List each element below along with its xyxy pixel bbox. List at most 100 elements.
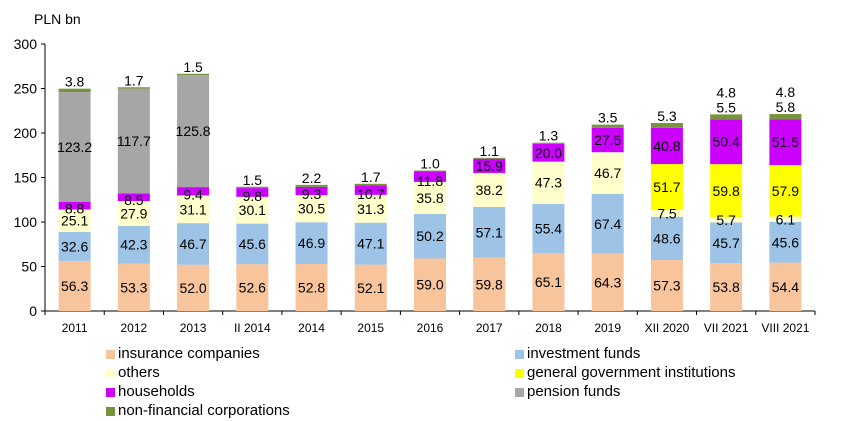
x-tick-label: VII 2021: [704, 321, 749, 335]
data-label: 7.5: [657, 205, 677, 221]
x-tick-label: 2018: [535, 321, 562, 335]
bar-segment: [58, 231, 91, 261]
bar-segment: [295, 264, 328, 311]
bar-segment: [769, 262, 802, 311]
bar-segment: [58, 92, 91, 202]
data-label: 46.7: [594, 165, 621, 181]
bar-segment: [710, 222, 743, 264]
bar-segment: [295, 184, 328, 187]
y-tick-label: 150: [14, 170, 38, 186]
data-label: 1.7: [361, 169, 381, 185]
bar-segment: [473, 172, 506, 207]
bar-segment: [117, 88, 150, 194]
data-label: 52.1: [357, 280, 384, 296]
bar-segment: [177, 187, 210, 196]
bar-segment: [591, 152, 624, 194]
data-label: 53.3: [120, 279, 147, 295]
data-label: 1.3: [539, 128, 559, 144]
y-tick-label: 0: [29, 303, 37, 319]
bar-segment: [177, 73, 210, 76]
bar-segment: [58, 88, 91, 93]
bars: [58, 73, 802, 311]
bar-segment: [354, 194, 387, 223]
data-label: 5.3: [657, 108, 677, 124]
data-label: 52.8: [298, 280, 325, 296]
data-label: 31.3: [357, 201, 384, 217]
bar-segment: [354, 183, 387, 186]
bar-segment: [650, 123, 683, 128]
data-label: 51.7: [653, 179, 680, 195]
x-tick-label: 2011: [62, 321, 88, 335]
data-label: 35.8: [416, 190, 443, 206]
data-label: 9.4: [183, 186, 203, 202]
data-label: 40.8: [653, 138, 680, 154]
x-tick-label: 2017: [476, 321, 503, 335]
bar-segment: [177, 223, 210, 265]
data-label: 47.1: [357, 236, 384, 252]
x-tick-label: 2014: [298, 321, 325, 335]
bar-segment: [354, 264, 387, 311]
data-label: 48.6: [653, 230, 680, 246]
data-labels: 56.3 53.3 52.0 52.6 52.8 52.1 59.0 59.8 65.1 64.3…: [57, 59, 799, 296]
data-label: 32.6: [61, 238, 88, 254]
data-label: 25.1: [61, 213, 88, 229]
data-label: 1.1: [479, 143, 499, 159]
data-label: 59.0: [416, 277, 443, 293]
x-tick-label: 2019: [594, 321, 621, 335]
bar-segment: [769, 114, 802, 120]
bar-segment: [532, 142, 565, 144]
y-tick-label: 300: [14, 36, 38, 52]
bar-segment: [295, 222, 328, 265]
data-label: 5.8: [776, 99, 796, 115]
bar-segment: [650, 260, 683, 311]
bar-segment: [591, 253, 624, 311]
unit-label: PLN bn: [34, 11, 81, 27]
bar-segment: [414, 258, 446, 311]
bar-segment: [769, 222, 802, 263]
bar-segment: [295, 186, 328, 196]
data-label-total: 4.8: [716, 84, 736, 100]
bar-segment: [532, 253, 565, 311]
bar-segment: [710, 263, 743, 311]
bar-segment: [650, 216, 683, 261]
bar-segment: [591, 124, 624, 128]
data-label: 30.5: [298, 201, 325, 217]
data-label: 57.1: [476, 224, 503, 240]
bar-segment: [117, 263, 150, 311]
data-label: 15.9: [476, 158, 503, 174]
data-label: 47.3: [535, 175, 562, 191]
bar-segment: [354, 222, 387, 265]
x-tick-label: 2016: [417, 321, 444, 335]
bar-segment: [710, 217, 743, 223]
data-label: 55.4: [535, 220, 562, 236]
data-label: 53.8: [713, 279, 740, 295]
bar-segment: [769, 119, 802, 166]
data-label: 45.6: [772, 234, 799, 250]
data-label: 64.3: [594, 274, 621, 290]
bar-segment: [591, 127, 624, 153]
bar-segment: [414, 171, 446, 182]
data-label: 65.1: [535, 274, 562, 290]
data-label: 117.7: [117, 133, 151, 149]
data-label: 42.3: [120, 237, 147, 253]
y-tick-label: 250: [14, 81, 38, 97]
data-label: 10.7: [357, 186, 384, 202]
y-tick-label: 100: [14, 214, 38, 230]
data-label: 46.7: [179, 236, 206, 252]
bar-segment: [117, 193, 150, 202]
bar-segment: [295, 195, 328, 223]
axes: 0 50 100 150 200 250 300 2011 2012 2013 II 2014 201…: [14, 36, 816, 335]
data-label: 59.8: [713, 183, 740, 199]
data-label: 3.5: [598, 110, 618, 126]
bar-segment: [117, 87, 150, 89]
data-label: 46.9: [298, 235, 325, 251]
bar-segment: [473, 158, 506, 173]
data-label: 9.3: [302, 186, 322, 202]
bar-segment: [532, 143, 565, 162]
data-label: 67.4: [594, 216, 621, 232]
bar-segment: [650, 164, 683, 211]
x-tick-label: XII 2020: [645, 321, 690, 335]
bar-segment: [710, 114, 743, 120]
data-label: 1.5: [243, 172, 263, 188]
bar-segment: [117, 225, 150, 264]
